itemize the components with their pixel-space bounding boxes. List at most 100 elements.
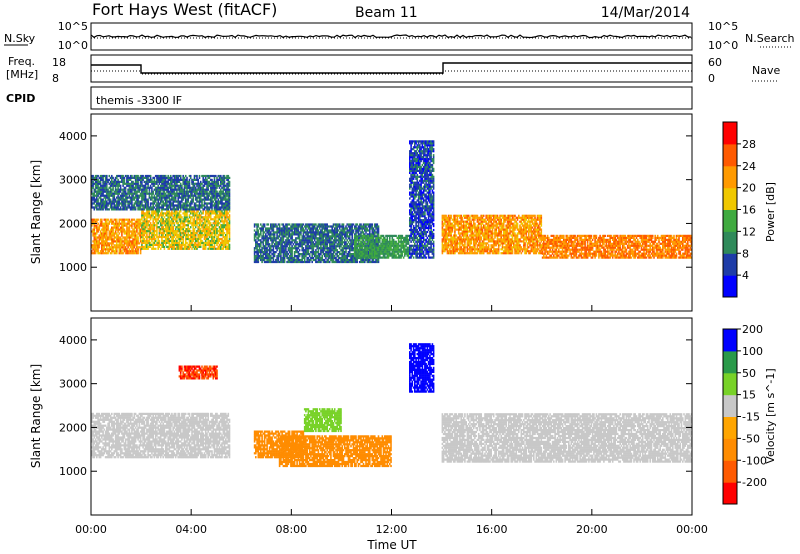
power-cell xyxy=(188,234,191,237)
power-cell xyxy=(147,192,149,195)
power-cell xyxy=(122,222,124,225)
power-cell xyxy=(196,198,198,201)
power-cell xyxy=(158,196,161,199)
power-cell xyxy=(167,182,169,185)
power-cell xyxy=(103,244,106,247)
power-cell xyxy=(149,224,152,227)
power-cell xyxy=(133,238,136,241)
power-cell xyxy=(156,202,158,205)
power-cell xyxy=(221,228,223,231)
power-cell xyxy=(204,230,207,233)
power-cell xyxy=(338,235,341,238)
power-cell xyxy=(202,245,204,248)
power-cell xyxy=(131,202,133,205)
power-cell xyxy=(189,234,192,237)
power-cell xyxy=(102,238,104,241)
power-cell xyxy=(126,206,128,209)
power-cell xyxy=(104,188,107,191)
power-cell xyxy=(198,216,201,219)
power-cell xyxy=(268,258,271,262)
power-cell xyxy=(255,260,257,264)
power-cell xyxy=(295,249,297,252)
power-cell xyxy=(93,196,96,199)
power-cell xyxy=(218,196,221,199)
power-cell xyxy=(322,243,325,246)
power-cell xyxy=(307,258,310,262)
power-cell xyxy=(261,260,263,264)
power-cell xyxy=(168,247,171,250)
power-cell xyxy=(348,255,351,258)
power-cell xyxy=(121,180,123,183)
power-cell xyxy=(216,232,218,235)
power-cell xyxy=(169,188,172,191)
power-cell xyxy=(228,247,231,250)
power-cell xyxy=(307,239,310,242)
power-cell xyxy=(312,225,315,228)
power-cell xyxy=(290,253,292,256)
power-cell xyxy=(159,235,162,239)
power-cell xyxy=(168,237,171,241)
power-cell xyxy=(303,243,306,246)
power-cell xyxy=(208,226,211,229)
power-cell xyxy=(106,222,108,225)
power-cell xyxy=(183,243,186,246)
power-cell xyxy=(107,236,109,239)
power-cell xyxy=(173,230,176,233)
power-cell xyxy=(196,237,198,241)
power-cell xyxy=(321,235,323,238)
power-cell xyxy=(222,180,225,183)
power-cell xyxy=(201,206,203,209)
power-cell xyxy=(228,198,231,201)
power-cell xyxy=(345,258,347,262)
power-cell xyxy=(337,245,340,248)
power-cell xyxy=(258,245,261,248)
power-cell xyxy=(211,178,213,181)
power-cell xyxy=(326,251,328,254)
power-cell xyxy=(208,206,211,209)
power-cell xyxy=(119,196,122,199)
power-cell xyxy=(216,202,218,205)
power-cell xyxy=(316,227,318,230)
freq-unit: [MHz] xyxy=(6,68,38,81)
power-cell xyxy=(158,245,161,248)
power-cell xyxy=(223,216,226,219)
power-cell xyxy=(194,237,197,241)
power-band xyxy=(91,218,142,255)
power-cell xyxy=(208,241,211,244)
power-cell xyxy=(161,196,163,199)
power-cell xyxy=(326,225,328,228)
power-cell xyxy=(183,220,186,223)
power-cell xyxy=(206,237,208,241)
power-cell xyxy=(122,226,124,229)
power-cell xyxy=(147,220,149,223)
power-cell xyxy=(268,255,271,258)
power-cell xyxy=(111,192,113,195)
power-cell xyxy=(338,243,341,246)
power-cell xyxy=(151,212,153,215)
power-cell xyxy=(301,225,303,228)
power-cell xyxy=(136,180,138,183)
power-cell xyxy=(127,234,129,237)
power-cell xyxy=(158,235,161,239)
power-cell xyxy=(376,245,379,248)
power-cell xyxy=(141,230,143,233)
power-cell xyxy=(202,216,204,219)
power-cell xyxy=(333,243,336,246)
power-cell xyxy=(362,233,365,236)
power-cell xyxy=(226,222,228,225)
power-cell xyxy=(212,192,215,195)
power-cell xyxy=(151,198,153,201)
power-cell xyxy=(171,204,173,207)
power-cell xyxy=(107,180,109,183)
power-cell xyxy=(142,216,144,219)
power-cell xyxy=(169,243,172,246)
power-cell xyxy=(213,232,216,235)
power-cell xyxy=(308,245,311,248)
power-cell xyxy=(127,196,129,199)
power-cell xyxy=(102,224,104,227)
power-cell xyxy=(136,198,138,201)
power-cell xyxy=(201,241,203,244)
power-cell xyxy=(293,227,296,230)
power-cell xyxy=(356,252,358,255)
power-cell xyxy=(291,245,293,248)
